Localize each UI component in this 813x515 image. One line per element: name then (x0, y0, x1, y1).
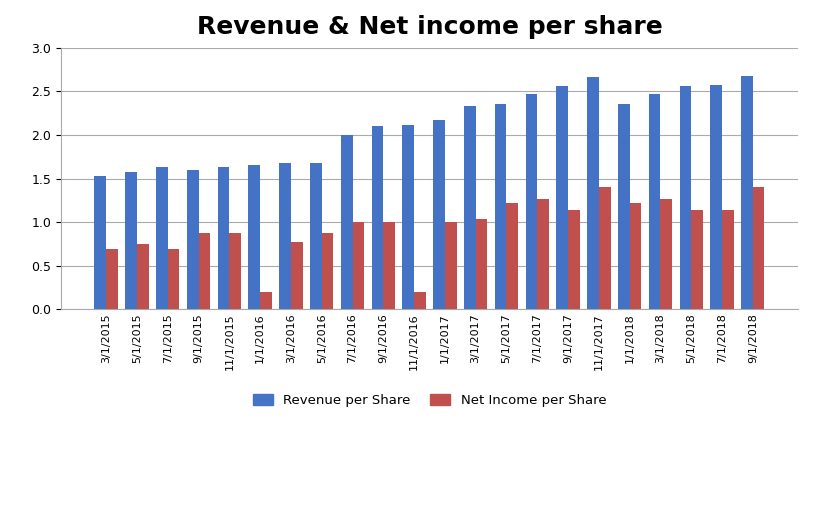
Bar (476, 219, 487, 309)
Bar (599, 187, 611, 309)
Bar (125, 171, 137, 309)
Bar (137, 244, 149, 309)
Bar (372, 126, 383, 309)
Bar (279, 163, 291, 309)
Bar (568, 210, 580, 309)
Bar (495, 105, 506, 309)
Bar (618, 105, 629, 309)
Legend: Revenue per Share, Net Income per Share: Revenue per Share, Net Income per Share (247, 388, 611, 413)
Bar (341, 135, 353, 309)
Bar (660, 199, 672, 309)
Bar (525, 94, 537, 309)
Bar (741, 76, 753, 309)
Bar (156, 167, 167, 309)
Bar (291, 242, 302, 309)
Bar (433, 120, 445, 309)
Bar (691, 210, 703, 309)
Bar (322, 232, 333, 309)
Bar (680, 86, 691, 309)
Bar (107, 249, 118, 309)
Bar (187, 170, 198, 309)
Bar (249, 165, 260, 309)
Bar (506, 203, 518, 309)
Bar (414, 291, 426, 309)
Bar (167, 249, 180, 309)
Bar (587, 77, 599, 309)
Bar (537, 199, 549, 309)
Bar (464, 106, 476, 309)
Bar (753, 187, 764, 309)
Bar (353, 222, 364, 309)
Bar (556, 86, 568, 309)
Bar (711, 85, 722, 309)
Bar (310, 163, 322, 309)
Bar (218, 167, 229, 309)
Bar (629, 203, 641, 309)
Bar (383, 222, 395, 309)
Bar (94, 176, 107, 309)
Bar (402, 125, 414, 309)
Bar (722, 210, 733, 309)
Bar (229, 233, 241, 309)
Bar (445, 222, 457, 309)
Title: Revenue & Net income per share: Revenue & Net income per share (197, 15, 663, 39)
Bar (198, 233, 211, 309)
Bar (649, 94, 660, 309)
Bar (260, 291, 272, 309)
